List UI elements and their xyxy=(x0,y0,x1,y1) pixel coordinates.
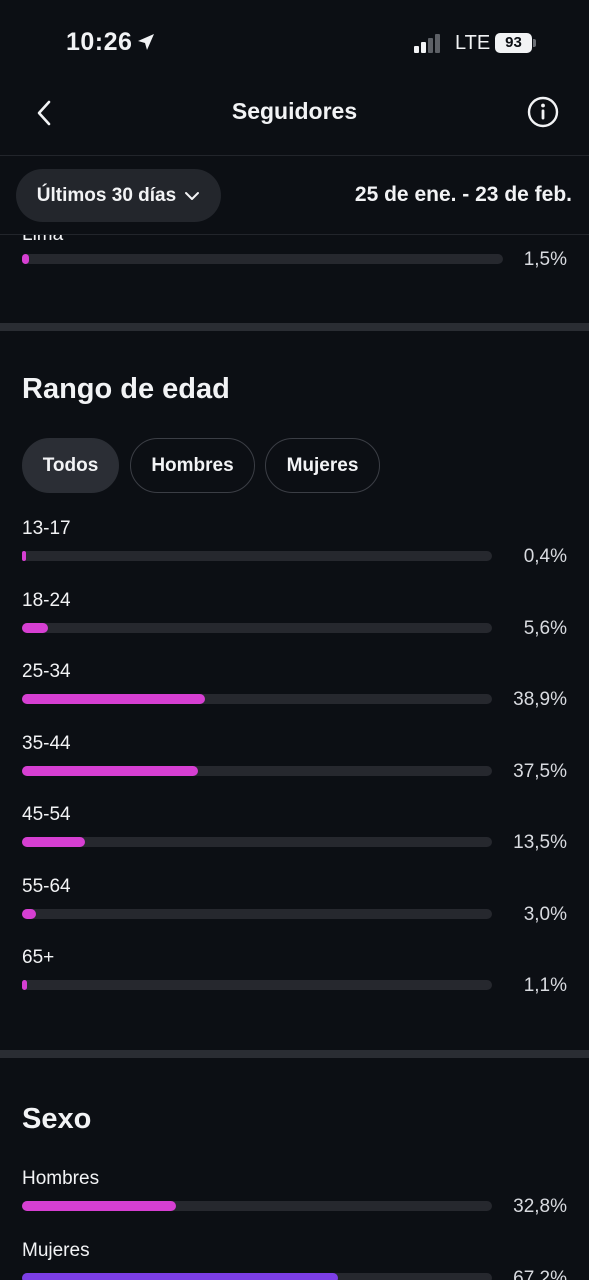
age-row-label: 65+ xyxy=(22,947,55,968)
location-arrow-icon xyxy=(138,34,154,50)
age-bar-track xyxy=(22,980,492,990)
age-percent: 0,4% xyxy=(523,546,567,567)
info-icon[interactable] xyxy=(527,96,559,128)
age-percent: 5,6% xyxy=(523,617,567,639)
sex-percent: 67,2% xyxy=(513,1267,567,1280)
sex-row-label: Mujeres xyxy=(22,1239,90,1261)
tab-mujeres[interactable]: Mujeres xyxy=(265,438,380,493)
age-percent: 37,5% xyxy=(513,760,567,782)
sex-section-title: Sexo xyxy=(22,1103,92,1135)
sex-percent: 32,8% xyxy=(513,1196,567,1217)
status-bar: 10:26 LTE 93 xyxy=(0,0,589,88)
age-percent: 13,5% xyxy=(513,832,567,853)
location-percent: 1,5% xyxy=(523,249,567,270)
age-row-label: 25-34 xyxy=(22,661,71,682)
age-row-label: 13-17 xyxy=(22,518,71,539)
tab-hombres[interactable]: Hombres xyxy=(130,438,255,493)
sex-bar-fill xyxy=(22,1201,177,1211)
age-row-label: 18-24 xyxy=(22,589,71,611)
age-row-label: 35-44 xyxy=(22,732,71,754)
location-bar-fill xyxy=(22,254,30,264)
cellular-signal-icon xyxy=(414,33,446,53)
back-arrow-icon[interactable] xyxy=(30,98,60,128)
battery-icon: 93 xyxy=(495,33,536,53)
sex-bar-track xyxy=(22,1272,492,1280)
chevron-down-icon xyxy=(185,191,200,200)
section-divider xyxy=(0,323,589,331)
age-section-title: Rango de edad xyxy=(22,373,230,405)
age-percent: 1,1% xyxy=(523,975,567,996)
age-bar-fill xyxy=(22,622,49,633)
sex-bar-track xyxy=(22,1201,492,1211)
sex-row-label: Hombres xyxy=(22,1168,100,1189)
age-percent: 3,0% xyxy=(523,903,567,925)
age-bar-track xyxy=(22,694,492,704)
tab-todos[interactable]: Todos xyxy=(22,438,119,493)
age-row-label: 45-54 xyxy=(22,804,71,825)
age-bar-track xyxy=(22,765,492,776)
date-range: 25 de ene. - 23 de feb. xyxy=(354,183,572,206)
age-bar-fill xyxy=(22,551,26,561)
age-bar-track xyxy=(22,908,492,919)
location-bar-track xyxy=(22,254,503,264)
status-time: 10:26 xyxy=(66,28,133,56)
age-bar-fill xyxy=(22,765,199,776)
age-bar-fill xyxy=(22,694,205,704)
battery-level: 93 xyxy=(495,33,532,53)
age-bar-track xyxy=(22,622,492,633)
nav-header: Seguidores xyxy=(0,88,589,156)
network-type: LTE xyxy=(455,32,491,54)
age-bar-track xyxy=(22,837,492,847)
period-dropdown[interactable]: Últimos 30 días xyxy=(16,169,221,222)
page-title: Seguidores xyxy=(231,98,358,124)
age-bar-fill xyxy=(22,980,28,990)
age-bar-fill xyxy=(22,908,37,919)
age-bar-track xyxy=(22,551,492,561)
age-row-label: 55-64 xyxy=(22,875,71,897)
period-label: Últimos 30 días xyxy=(36,184,177,206)
age-percent: 38,9% xyxy=(513,689,567,710)
age-bar-fill xyxy=(22,837,86,847)
section-divider xyxy=(0,1050,589,1058)
date-filter-bar: Últimos 30 días 25 de ene. - 23 de feb. xyxy=(0,156,589,235)
sex-bar-fill xyxy=(22,1272,338,1280)
